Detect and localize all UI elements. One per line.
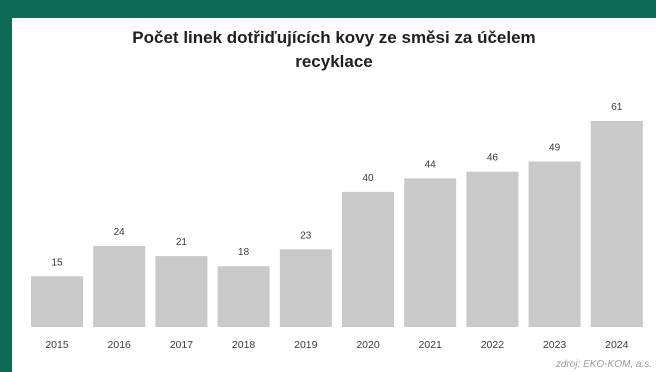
data-label-2017: 21 (176, 237, 188, 248)
bar-2024 (590, 121, 643, 327)
x-tick-2015: 2015 (45, 339, 69, 351)
x-tick-2016: 2016 (108, 339, 132, 351)
chart-title: Počet linek dotřiďujících kovy ze směsi … (12, 26, 656, 74)
x-tick-2023: 2023 (543, 339, 567, 351)
bar-2021 (404, 178, 457, 327)
bar-2022 (466, 171, 519, 327)
bar-2023 (528, 161, 581, 327)
bar-2020 (342, 191, 394, 327)
data-label-2020: 40 (362, 173, 374, 184)
chart-title-line-1: Počet linek dotřiďujících kovy ze směsi … (132, 28, 536, 47)
data-label-2016: 24 (114, 227, 126, 238)
data-label-2021: 44 (425, 159, 437, 170)
data-label-2024: 61 (611, 102, 623, 113)
bar-2017 (155, 256, 208, 327)
x-tick-2020: 2020 (356, 339, 380, 351)
chart-title-line-2: recyklace (295, 52, 373, 71)
x-tick-2017: 2017 (170, 339, 194, 351)
data-label-2023: 49 (549, 143, 561, 154)
x-tick-2019: 2019 (294, 339, 318, 351)
x-tick-2024: 2024 (605, 339, 629, 351)
x-tick-2018: 2018 (232, 339, 256, 351)
bar-2019 (279, 249, 332, 327)
source-note: zdroj: EKO-KOM, a.s. (555, 359, 652, 370)
data-label-2019: 23 (300, 230, 312, 241)
bar-2016 (93, 246, 146, 327)
data-label-2022: 46 (487, 153, 499, 164)
bar-2015 (31, 276, 83, 327)
bar-2018 (217, 266, 270, 327)
x-tick-2021: 2021 (419, 339, 443, 351)
data-label-2018: 18 (238, 247, 250, 258)
data-label-2015: 15 (51, 257, 63, 268)
x-tick-2022: 2022 (481, 339, 505, 351)
